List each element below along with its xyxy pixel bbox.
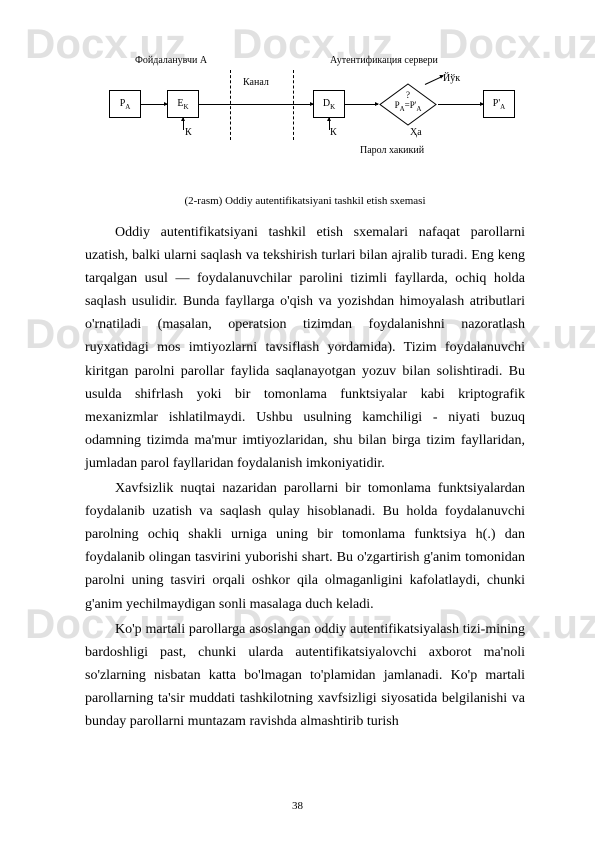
box-pa-prime: P'A	[483, 90, 515, 118]
box-ek-text: EK	[177, 98, 188, 111]
label-password-valid: Парол хакикий	[360, 145, 424, 156]
arrow	[199, 104, 313, 105]
box-pa2-text: P'A	[493, 98, 505, 111]
label-k2: К	[330, 127, 337, 138]
auth-diagram: Фойдаланувчи А Аутентификация сервери Йў…	[85, 55, 525, 185]
arrow	[345, 104, 378, 105]
figure-caption: (2-rasm) Oddiy autentifikatsiyani tashki…	[85, 195, 525, 207]
arrow-up	[183, 118, 184, 130]
label-server: Аутентификация сервери	[330, 55, 438, 66]
label-no: Йўк	[443, 73, 460, 84]
arrow-up	[329, 118, 330, 130]
box-dk: DK	[313, 90, 345, 118]
box-ek: EK	[167, 90, 199, 118]
label-user: Фойдаланувчи А	[135, 55, 207, 66]
page-content: Фойдаланувчи А Аутентификация сервери Йў…	[0, 0, 595, 775]
dashed-line	[230, 70, 231, 140]
paragraph-1: Oddiy autentifikatsiyani tashkil etish s…	[85, 221, 525, 475]
arrow	[438, 104, 483, 105]
label-k1: К	[185, 127, 192, 138]
page-number: 38	[0, 800, 595, 812]
box-pa: PA	[109, 90, 141, 118]
box-dk-text: DK	[323, 98, 335, 111]
label-yes: Ҳа	[410, 127, 422, 138]
paragraph-2: Xavfsizlik nuqtai nazaridan parollarni b…	[85, 477, 525, 616]
label-channel: Канал	[243, 77, 269, 88]
arrow	[141, 104, 167, 105]
box-pa-text: PA	[120, 98, 131, 111]
diamond-text: ? PA=P'A	[383, 91, 433, 113]
paragraph-3: Ko'p martali parollarga asoslangan oddiy…	[85, 618, 525, 733]
dashed-line	[293, 70, 294, 140]
